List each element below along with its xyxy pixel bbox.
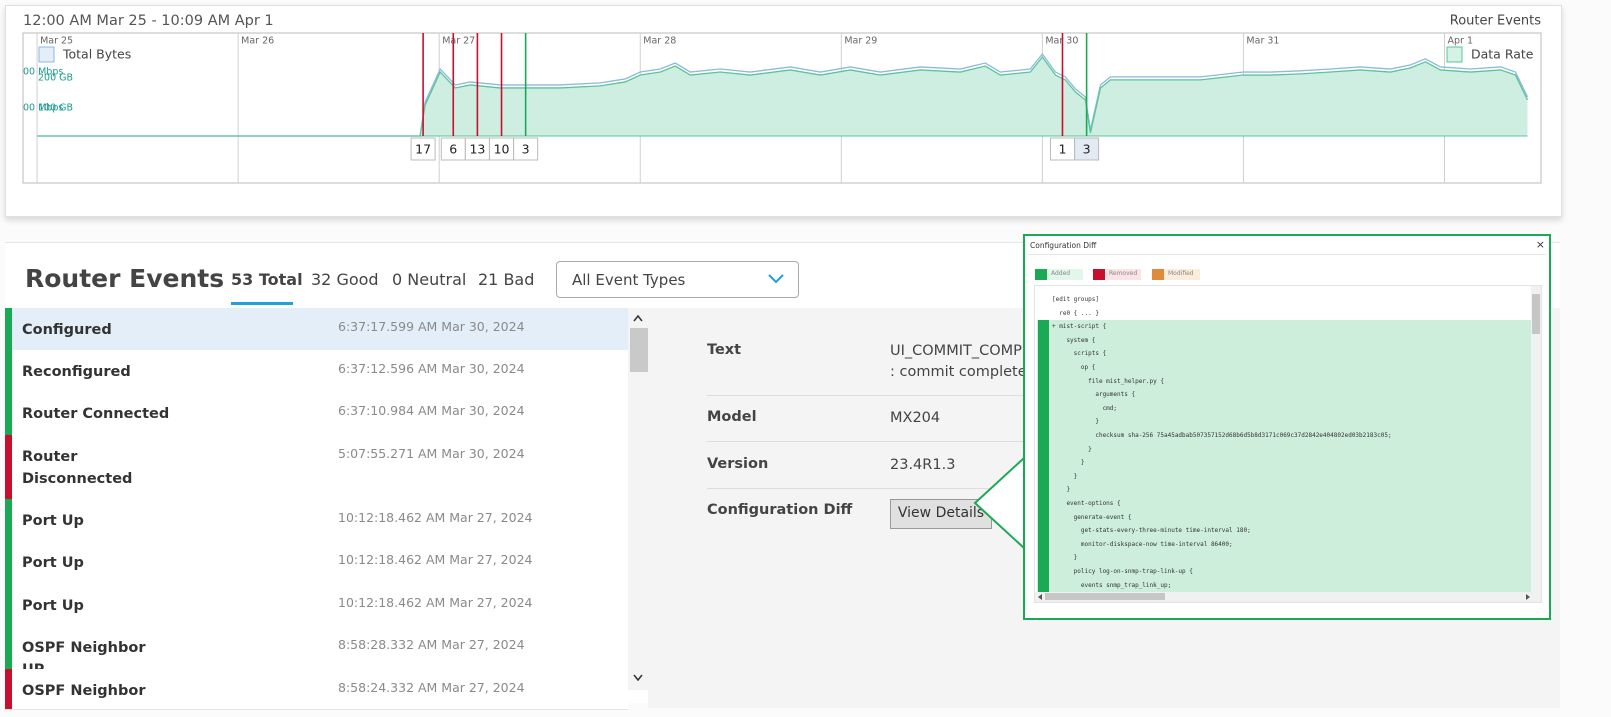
status-bar (5, 392, 12, 435)
x-tick-label: Mar 28 (643, 36, 676, 47)
diff-viewer: [edit groups] re0 { ... }+ mist-script {… (1034, 285, 1542, 603)
event-row[interactable]: Port Up 10:12:18.462 AM Mar 27, 2024 (5, 584, 628, 627)
event-count: 6 (449, 142, 457, 157)
legend-label: Removed (1109, 270, 1137, 277)
timeline-chart: 12:00 AM Mar 25 - 10:09 AM Apr 1 Router … (0, 0, 1611, 230)
legend-label: Added (1051, 270, 1070, 277)
timeline-title: Router Events (1450, 14, 1541, 29)
event-time: 6:37:10.984 AM Mar 30, 2024 (338, 403, 525, 418)
event-row[interactable]: OSPF Neighbor UP 8:58:28.332 AM Mar 27, 2… (5, 626, 628, 670)
event-row[interactable]: Port Up 10:12:18.462 AM Mar 27, 2024 (5, 499, 628, 542)
x-tick-label: Mar 26 (241, 36, 274, 47)
status-bar (5, 499, 12, 541)
panel-title: Router Events (25, 264, 224, 293)
detail-label: Version (707, 456, 768, 472)
view-details-button[interactable]: View Details (890, 499, 992, 529)
list-scrollbar[interactable] (628, 308, 648, 690)
event-row[interactable]: Port Up 10:12:18.462 AM Mar 27, 2024 (5, 541, 628, 585)
event-time: 10:12:18.462 AM Mar 27, 2024 (338, 510, 532, 525)
dropdown-label: All Event Types (572, 271, 685, 289)
y-tick-label: 100 GB (38, 102, 73, 113)
legend-swatch (1093, 269, 1105, 280)
event-count: 13 (469, 142, 485, 157)
event-name: Router Connected (22, 403, 172, 425)
legend-label: Total Bytes (62, 47, 131, 62)
legend-label: Modified (1168, 270, 1194, 277)
event-name: OSPF Neighbor (22, 680, 172, 702)
event-name: OSPF Neighbor UP (22, 637, 172, 670)
event-time: 10:12:18.462 AM Mar 27, 2024 (338, 595, 532, 610)
detail-value: 23.4R1.3 (890, 455, 955, 476)
x-tick-label: Mar 25 (40, 36, 73, 47)
legend-label: Data Rate (1471, 47, 1534, 62)
x-tick-label: Apr 1 (1447, 36, 1473, 47)
status-bar (5, 626, 12, 669)
status-bar (5, 541, 12, 584)
status-bar (5, 308, 12, 350)
event-name: Port Up (22, 510, 172, 532)
detail-separator (707, 441, 1027, 442)
data-area (37, 57, 1527, 136)
event-count: 17 (415, 142, 431, 157)
event-count: 3 (522, 142, 530, 157)
filter-tab[interactable]: 32 Good (311, 270, 379, 289)
event-row[interactable]: Reconfigured 6:37:12.596 AM Mar 30, 2024 (5, 350, 628, 393)
event-count: 3 (1083, 142, 1091, 157)
filter-tab[interactable]: 21 Bad (478, 270, 534, 289)
close-button[interactable]: × (1536, 238, 1545, 251)
legend-swatch (1447, 47, 1462, 62)
x-tick-label: Mar 31 (1246, 36, 1279, 47)
status-bar (5, 584, 12, 626)
title-divider (1028, 254, 1546, 255)
diff-scrollbars[interactable] (1035, 286, 1541, 602)
event-time: 5:07:55.271 AM Mar 30, 2024 (338, 446, 525, 461)
event-row[interactable]: OSPF Neighbor 8:58:24.332 AM Mar 27, 2024 (5, 669, 628, 710)
legend-chip: Removed (1093, 269, 1141, 280)
event-name: Router Disconnected (22, 446, 172, 490)
detail-label: Configuration Diff (707, 502, 852, 518)
event-row[interactable]: Configured 6:37:17.599 AM Mar 30, 2024 (5, 308, 628, 351)
legend-swatch (1152, 269, 1164, 280)
event-name: Port Up (22, 552, 172, 574)
event-name: Configured (22, 319, 172, 341)
event-row[interactable]: Router Disconnected 5:07:55.271 AM Mar 30… (5, 435, 628, 500)
event-time: 6:37:17.599 AM Mar 30, 2024 (338, 319, 525, 334)
detail-value: MX204 (890, 408, 940, 429)
x-tick-label: Mar 29 (844, 36, 877, 47)
detail-value: UI_COMMIT_COMPL : commit complete (890, 341, 1030, 383)
detail-separator (707, 395, 1027, 396)
date-range: 12:00 AM Mar 25 - 10:09 AM Apr 1 (23, 13, 274, 29)
popup-title: Configuration Diff (1030, 241, 1096, 250)
filter-tab[interactable]: 53 Total (231, 270, 303, 289)
event-type-dropdown[interactable]: All Event Types (556, 261, 799, 298)
button-label: View Details (891, 505, 991, 521)
event-name: Reconfigured (22, 361, 172, 383)
legend-chip: Modified (1152, 269, 1200, 280)
legend-swatch (1035, 269, 1047, 280)
detail-label: Model (707, 409, 757, 425)
status-bar (5, 669, 12, 709)
event-count: 1 (1059, 142, 1067, 157)
config-diff-popup: Configuration Diff × Added Removed Modified [… (1023, 234, 1551, 620)
event-time: 6:37:12.596 AM Mar 30, 2024 (338, 361, 525, 376)
event-row[interactable]: Router Connected 6:37:10.984 AM Mar 30, 2… (5, 392, 628, 436)
status-bar (5, 350, 12, 392)
event-time: 8:58:24.332 AM Mar 27, 2024 (338, 680, 525, 695)
event-time: 8:58:28.332 AM Mar 27, 2024 (338, 637, 525, 652)
filter-tab[interactable]: 0 Neutral (392, 270, 466, 289)
chevron (768, 274, 784, 284)
legend-swatch (39, 47, 54, 62)
legend-chip: Added (1035, 269, 1083, 280)
event-time: 10:12:18.462 AM Mar 27, 2024 (338, 552, 532, 567)
active-tab-underline (231, 302, 293, 305)
y-tick-label: 200 GB (38, 72, 73, 83)
event-count: 10 (494, 142, 510, 157)
x-tick-label: Mar 27 (442, 36, 475, 47)
status-bar (5, 435, 12, 499)
event-name: Port Up (22, 595, 172, 617)
detail-separator (707, 488, 1027, 489)
detail-label: Text (707, 342, 741, 358)
